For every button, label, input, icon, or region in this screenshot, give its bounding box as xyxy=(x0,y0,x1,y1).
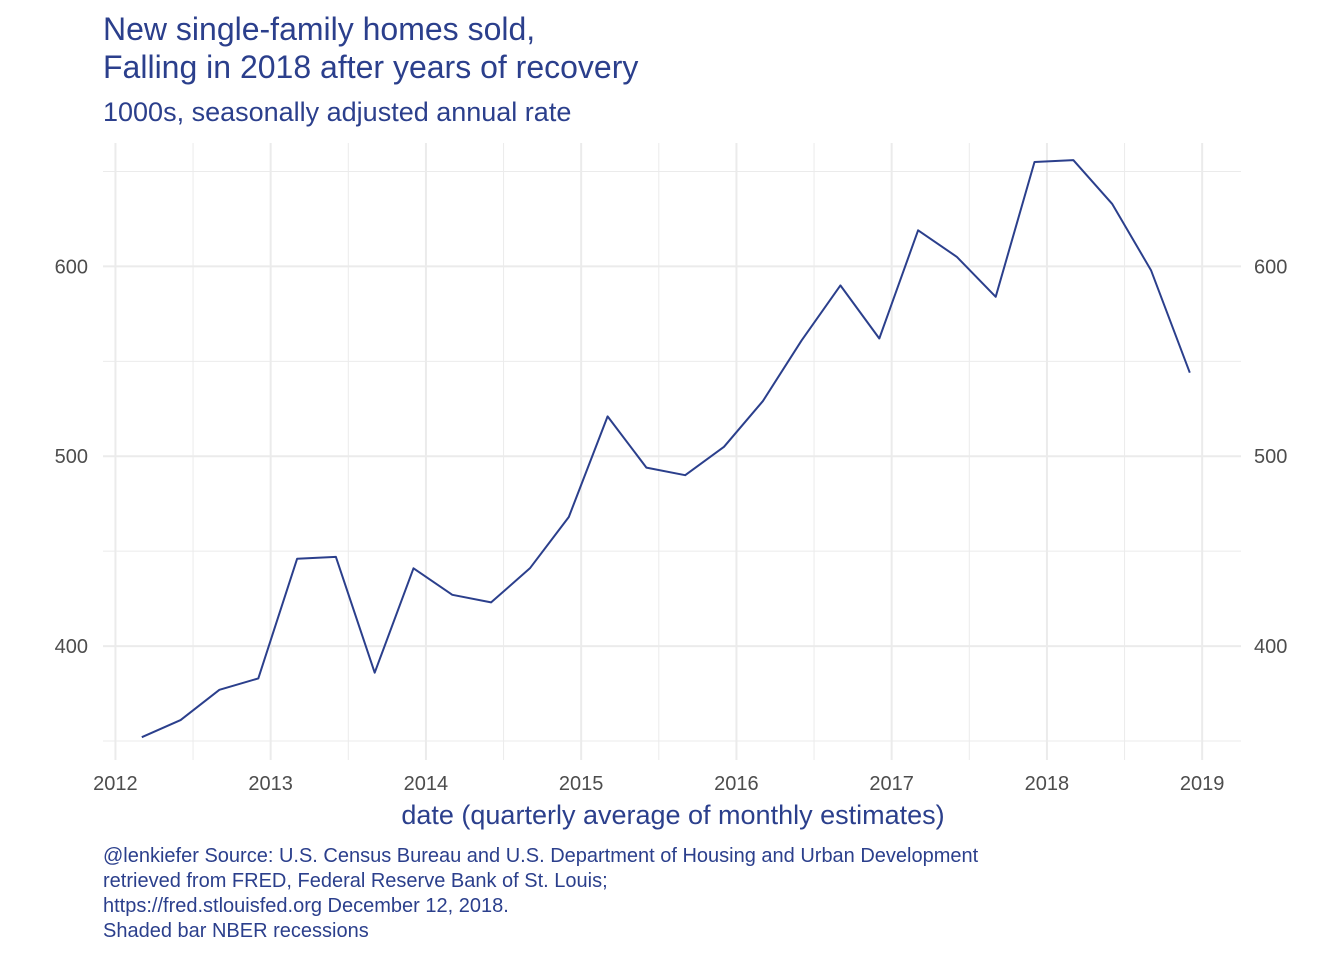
chart-title: New single-family homes sold, Falling in… xyxy=(103,10,638,86)
data-point xyxy=(568,516,570,518)
y-tick-label-right: 600 xyxy=(1254,256,1287,278)
data-point xyxy=(995,296,997,298)
data-point xyxy=(684,474,686,476)
data-point xyxy=(878,338,880,340)
x-tick-label: 2016 xyxy=(714,773,759,795)
y-tick-label-left: 500 xyxy=(55,446,88,468)
data-point xyxy=(451,594,453,596)
data-point xyxy=(1189,372,1191,374)
data-point xyxy=(257,677,259,679)
data-point xyxy=(956,256,958,258)
data-point xyxy=(762,400,764,402)
y-tick-label-right: 500 xyxy=(1254,446,1287,468)
y-tick-label-left: 400 xyxy=(55,636,88,658)
x-tick-label: 2014 xyxy=(404,773,449,795)
x-tick-label: 2017 xyxy=(869,773,914,795)
data-point xyxy=(607,415,609,417)
caption-line-3: https://fred.stlouisfed.org December 12,… xyxy=(103,895,509,917)
data-point xyxy=(1111,203,1113,205)
data-point xyxy=(413,567,415,569)
chart-subtitle: 1000s, seasonally adjusted annual rate xyxy=(103,97,572,127)
y-tick-label-left: 600 xyxy=(55,256,88,278)
x-tick-label: 2018 xyxy=(1025,773,1070,795)
data-point xyxy=(645,467,647,469)
data-point xyxy=(1072,159,1074,161)
data-point xyxy=(801,339,803,341)
x-tick-label: 2019 xyxy=(1180,773,1225,795)
data-point xyxy=(180,719,182,721)
data-point xyxy=(490,601,492,603)
x-axis-label: date (quarterly average of monthly estim… xyxy=(401,800,944,830)
data-point xyxy=(1150,269,1152,271)
data-point xyxy=(917,229,919,231)
y-tick-label-right: 400 xyxy=(1254,636,1287,658)
data-point xyxy=(141,736,143,738)
data-point xyxy=(839,284,841,286)
data-point xyxy=(723,446,725,448)
caption-line-1: @lenkiefer Source: U.S. Census Bureau an… xyxy=(103,845,979,867)
data-point xyxy=(529,567,531,569)
data-point xyxy=(296,558,298,560)
data-point xyxy=(218,689,220,691)
data-point xyxy=(1034,161,1036,163)
x-tick-label: 2013 xyxy=(248,773,293,795)
caption-line-4: Shaded bar NBER recessions xyxy=(103,920,369,942)
x-tick-label: 2012 xyxy=(93,773,138,795)
x-tick-label: 2015 xyxy=(559,773,604,795)
chart-title-line-2: Falling in 2018 after years of recovery xyxy=(103,49,639,85)
caption-line-2: retrieved from FRED, Federal Reserve Ban… xyxy=(103,870,608,892)
series-line xyxy=(141,159,1191,739)
data-point xyxy=(335,556,337,558)
data-point xyxy=(374,672,376,674)
chart-title-line-1: New single-family homes sold, xyxy=(103,11,536,47)
chart-caption: @lenkiefer Source: U.S. Census Bureau an… xyxy=(103,844,978,944)
